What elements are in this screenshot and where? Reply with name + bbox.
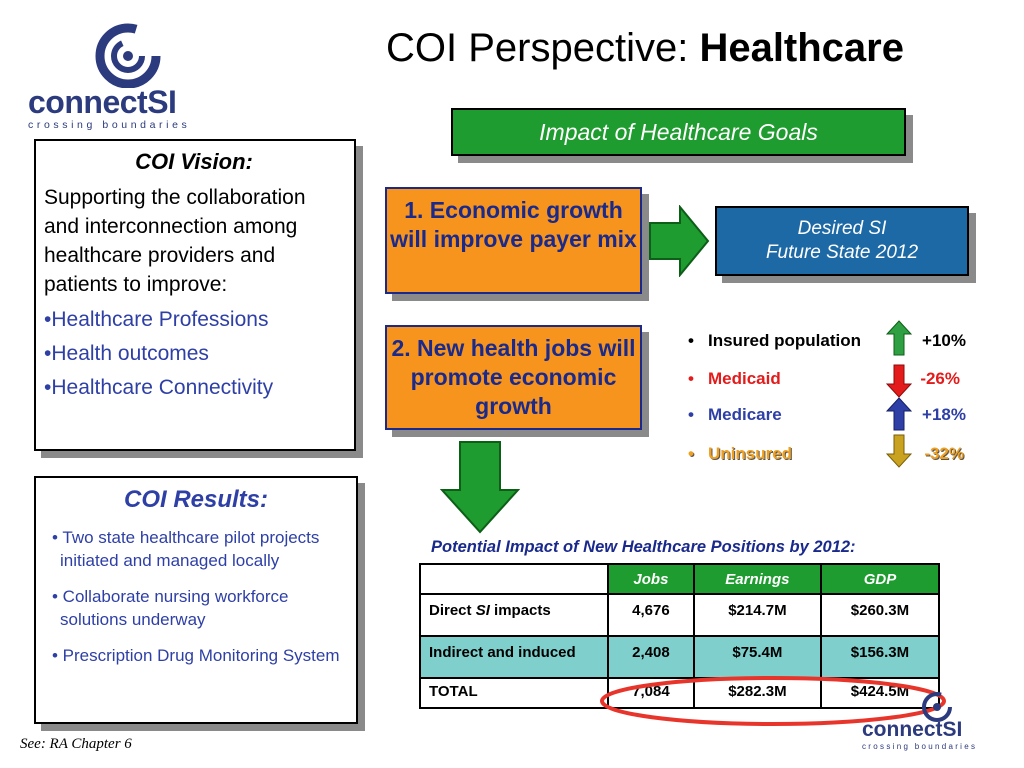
desired-future-state: Desired SI Future State 2012	[715, 206, 969, 276]
desired-line-1: Desired SI	[797, 218, 887, 239]
desired-line-2: Future State 2012	[765, 242, 919, 263]
table-row: Direct SI impacts 4,676 $214.7M $260.3M	[419, 593, 941, 637]
metric-medicaid: • Medicaid -26%	[688, 369, 960, 388]
results-heading: COI Results:	[123, 486, 269, 513]
logo-word-small: connectSI	[862, 718, 963, 741]
coi-vision-box: COI Vision: Supporting the collaboration…	[34, 139, 356, 451]
results-item: • Two state healthcare pilot projects in…	[52, 528, 320, 570]
table-header-row: Jobs Earnings GDP	[419, 563, 941, 595]
vision-item: •Healthcare Professions	[44, 308, 269, 331]
down-arrow-icon	[886, 434, 912, 468]
goal-health-jobs: 2. New health jobs will promote economic…	[385, 325, 642, 430]
up-arrow-icon	[886, 320, 912, 356]
vision-item: •Healthcare Connectivity	[44, 376, 274, 399]
logo-tagline-small: crossing boundaries	[862, 742, 978, 751]
cell-jobs: 2,408	[607, 635, 695, 679]
vision-item: •Health outcomes	[44, 342, 209, 365]
table-row: Indirect and induced 2,408 $75.4M $156.3…	[419, 635, 941, 679]
impact-table: Jobs Earnings GDP Direct SI impacts 4,67…	[419, 563, 941, 709]
results-list: • Two state healthcare pilot projects in…	[46, 526, 346, 667]
table-header-blank	[419, 563, 609, 595]
cell-jobs: 4,676	[607, 593, 695, 637]
cell-gdp: $424.5M	[819, 677, 941, 709]
row-label: Indirect and induced	[419, 635, 609, 679]
cell-gdp: $260.3M	[819, 593, 941, 637]
connectsi-logo-small: connectSI crossing boundaries	[862, 690, 1002, 760]
vision-text: Supporting the collaboration and interco…	[44, 186, 306, 296]
goal-economic-growth: 1. Economic growth will improve payer mi…	[385, 187, 642, 294]
logo-swirl-icon	[95, 23, 161, 88]
vision-heading: COI Vision:	[135, 149, 253, 174]
table-header-earnings: Earnings	[692, 563, 822, 595]
up-arrow-icon	[886, 397, 912, 431]
down-arrow-icon	[440, 441, 520, 534]
cell-earnings: $214.7M	[692, 593, 822, 637]
metric-uninsured: • Uninsured -32%	[688, 444, 964, 463]
table-caption: Potential Impact of New Healthcare Posit…	[431, 538, 856, 556]
vision-list: •Healthcare Professions •Health outcomes…	[44, 303, 344, 405]
highlight-ellipse	[600, 676, 946, 726]
footnote: See: RA Chapter 6	[20, 736, 132, 752]
coi-results-box: COI Results: • Two state healthcare pilo…	[34, 476, 358, 724]
cell-gdp: $156.3M	[819, 635, 941, 679]
goals-header: Impact of Healthcare Goals	[451, 108, 906, 156]
right-arrow-icon	[649, 205, 710, 277]
metric-medicare: • Medicare +18%	[688, 405, 966, 424]
logo-word: connectSI	[28, 84, 177, 120]
table-header-jobs: Jobs	[607, 563, 695, 595]
results-item: • Collaborate nursing workforce solution…	[52, 587, 289, 629]
page-title: COI Perspective: Healthcare	[386, 26, 904, 70]
logo-swirl-icon	[922, 692, 952, 722]
table-header-gdp: GDP	[819, 563, 941, 595]
row-label: Direct SI impacts	[419, 593, 609, 637]
results-item: • Prescription Drug Monitoring System	[52, 646, 340, 665]
connectsi-logo: connectSI crossing boundaries	[28, 18, 228, 133]
row-label: TOTAL	[419, 677, 609, 709]
logo-tagline: crossing boundaries	[28, 119, 191, 131]
metric-insured: • Insured population +10%	[688, 331, 966, 350]
cell-earnings: $75.4M	[692, 635, 822, 679]
down-arrow-icon	[886, 364, 912, 398]
